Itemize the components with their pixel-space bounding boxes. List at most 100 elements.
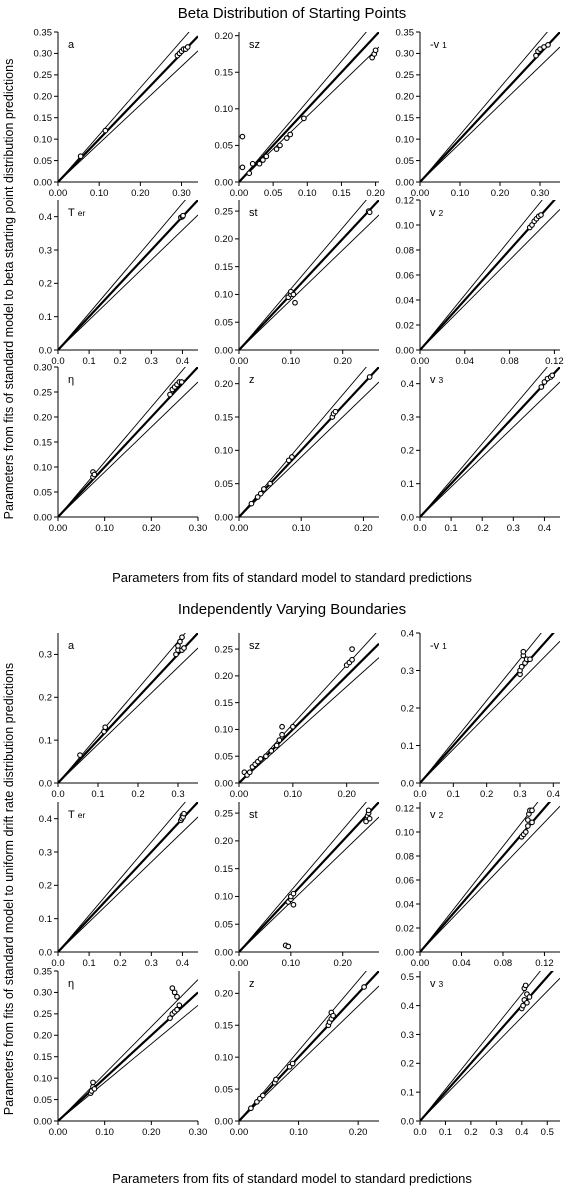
scatter-panel-0-0: 0.00 0.10 0.20 0.30 0.00 0.05 0.10 0.15 0.20 0.25… xyxy=(34,27,198,199)
x-tick-label: 0.2 xyxy=(114,356,127,367)
panel-label: sz xyxy=(249,39,260,51)
scatter-panel-0-2: 0.00 0.10 0.20 0.30 0.00 0.05 0.10 0.15 0.20 0.25… xyxy=(396,27,560,199)
y-tick-label: 0.20 xyxy=(215,671,234,682)
data-point xyxy=(541,379,548,385)
y-tick-label: 0.00 xyxy=(215,512,234,523)
y-tick-label: 0.20 xyxy=(215,379,234,390)
y-tick-label: 0.30 xyxy=(34,988,53,999)
y-tick-label: 0.1 xyxy=(401,479,414,490)
x-tick-label: 0.10 xyxy=(284,789,303,800)
y-tick-label: 0.0 xyxy=(401,778,414,789)
data-point xyxy=(167,391,173,398)
data-point xyxy=(366,374,373,380)
y-tick-label: 0.30 xyxy=(34,49,53,60)
identity-line xyxy=(239,200,379,350)
upper-bound-line xyxy=(420,200,543,350)
y-tick-label: 0.00 xyxy=(34,512,53,523)
data-point xyxy=(277,142,283,149)
y-tick-label: 0.02 xyxy=(396,320,415,331)
data-point xyxy=(529,807,535,814)
y-tick-label: 0.0 xyxy=(39,778,52,789)
identity-line xyxy=(58,200,198,350)
y-tick-label: 0.35 xyxy=(34,27,53,38)
y-tick-label: 0.00 xyxy=(215,177,234,188)
data-point xyxy=(246,170,253,177)
data-point xyxy=(239,133,246,140)
y-tick-label: 0.1 xyxy=(401,1087,414,1098)
scatter-panel-1-7: 0.00 0.10 0.20 0.00 0.05 0.10 0.15 0.20 z xyxy=(215,971,379,1138)
data-point xyxy=(349,646,355,652)
data-point xyxy=(90,1079,96,1086)
y-tick-label: 0.25 xyxy=(34,1009,53,1020)
y-tick-label: 0.10 xyxy=(215,725,234,736)
upper-bound-line xyxy=(239,802,367,952)
data-point xyxy=(171,989,178,996)
y-tick-label: 0.00 xyxy=(396,177,415,188)
upper-bound-line xyxy=(420,32,548,182)
identity-line xyxy=(239,802,379,952)
y-tick-label: 0.10 xyxy=(396,220,415,231)
x-tick-label: 0.08 xyxy=(494,958,513,969)
y-tick-label: 0.08 xyxy=(396,851,415,862)
y-tick-label: 0.25 xyxy=(396,70,415,81)
data-point xyxy=(525,817,531,823)
x-tick-label: 0.1 xyxy=(439,1127,452,1138)
x-tick-label: 0.0 xyxy=(51,958,64,969)
data-point xyxy=(518,663,525,670)
data-point xyxy=(363,818,369,825)
x-tick-label: 0.10 xyxy=(289,1127,308,1138)
data-point xyxy=(520,648,527,655)
data-point xyxy=(273,146,280,152)
panel-label: z xyxy=(249,978,255,990)
data-point xyxy=(526,994,533,1000)
x-tick-label: 0.00 xyxy=(230,523,249,534)
upper-bound-line xyxy=(420,971,541,1121)
y-tick-label: 0.25 xyxy=(34,387,53,398)
y-tick-label: 0.0 xyxy=(39,947,52,958)
scatter-panel-0-7: 0.00 0.10 0.20 0.00 0.05 0.10 0.15 0.20 z xyxy=(215,367,379,534)
x-tick-label: 0.1 xyxy=(91,789,104,800)
lower-bound-line xyxy=(420,805,560,952)
y-tick-label: 0.4 xyxy=(401,628,414,639)
x-tick-label: 0.10 xyxy=(282,356,301,367)
data-point xyxy=(181,810,187,817)
x-tick-label: 0.1 xyxy=(447,789,460,800)
upper-bound-line xyxy=(58,979,198,1121)
x-tick-label: 0.20 xyxy=(333,356,352,367)
data-point xyxy=(289,723,296,730)
y-tick-label: 0.20 xyxy=(396,92,415,103)
y-tick-label: 0.05 xyxy=(215,752,234,763)
y-tick-label: 0.00 xyxy=(34,177,53,188)
x-tick-label: 0.00 xyxy=(49,1127,68,1138)
data-point xyxy=(524,999,530,1006)
y-tick-label: 0.2 xyxy=(39,279,52,290)
upper-bound-line xyxy=(58,633,186,783)
scatter-panel-1-6: 0.00 0.10 0.20 0.30 0.00 0.05 0.10 0.15 0.20 0.25… xyxy=(34,966,208,1138)
y-tick-label: 0.05 xyxy=(34,156,53,167)
panel-label: η xyxy=(68,374,74,386)
upper-bound-line xyxy=(239,200,367,350)
identity-line xyxy=(420,633,555,783)
data-point xyxy=(529,819,535,826)
x-tick-label: 0.2 xyxy=(476,523,489,534)
data-point xyxy=(181,645,187,651)
y-tick-label: 0.15 xyxy=(215,864,234,875)
x-tick-label: 0.20 xyxy=(333,958,352,969)
upper-bound-line xyxy=(420,633,542,783)
y-tick-label: 0.05 xyxy=(396,156,415,167)
y-tick-label: 0.15 xyxy=(34,113,53,124)
x-tick-label: 0.3 xyxy=(145,958,158,969)
data-point xyxy=(290,901,297,908)
data-point xyxy=(285,943,292,950)
data-point xyxy=(332,408,339,415)
x-tick-label: 0.05 xyxy=(264,188,283,199)
y-tick-label: 0.10 xyxy=(215,290,234,301)
data-point xyxy=(538,212,544,218)
data-point xyxy=(520,1002,526,1009)
y-tick-label: 0.10 xyxy=(34,462,53,473)
identity-line xyxy=(58,633,198,783)
identity-line xyxy=(239,32,379,182)
lower-bound-line xyxy=(58,381,198,517)
